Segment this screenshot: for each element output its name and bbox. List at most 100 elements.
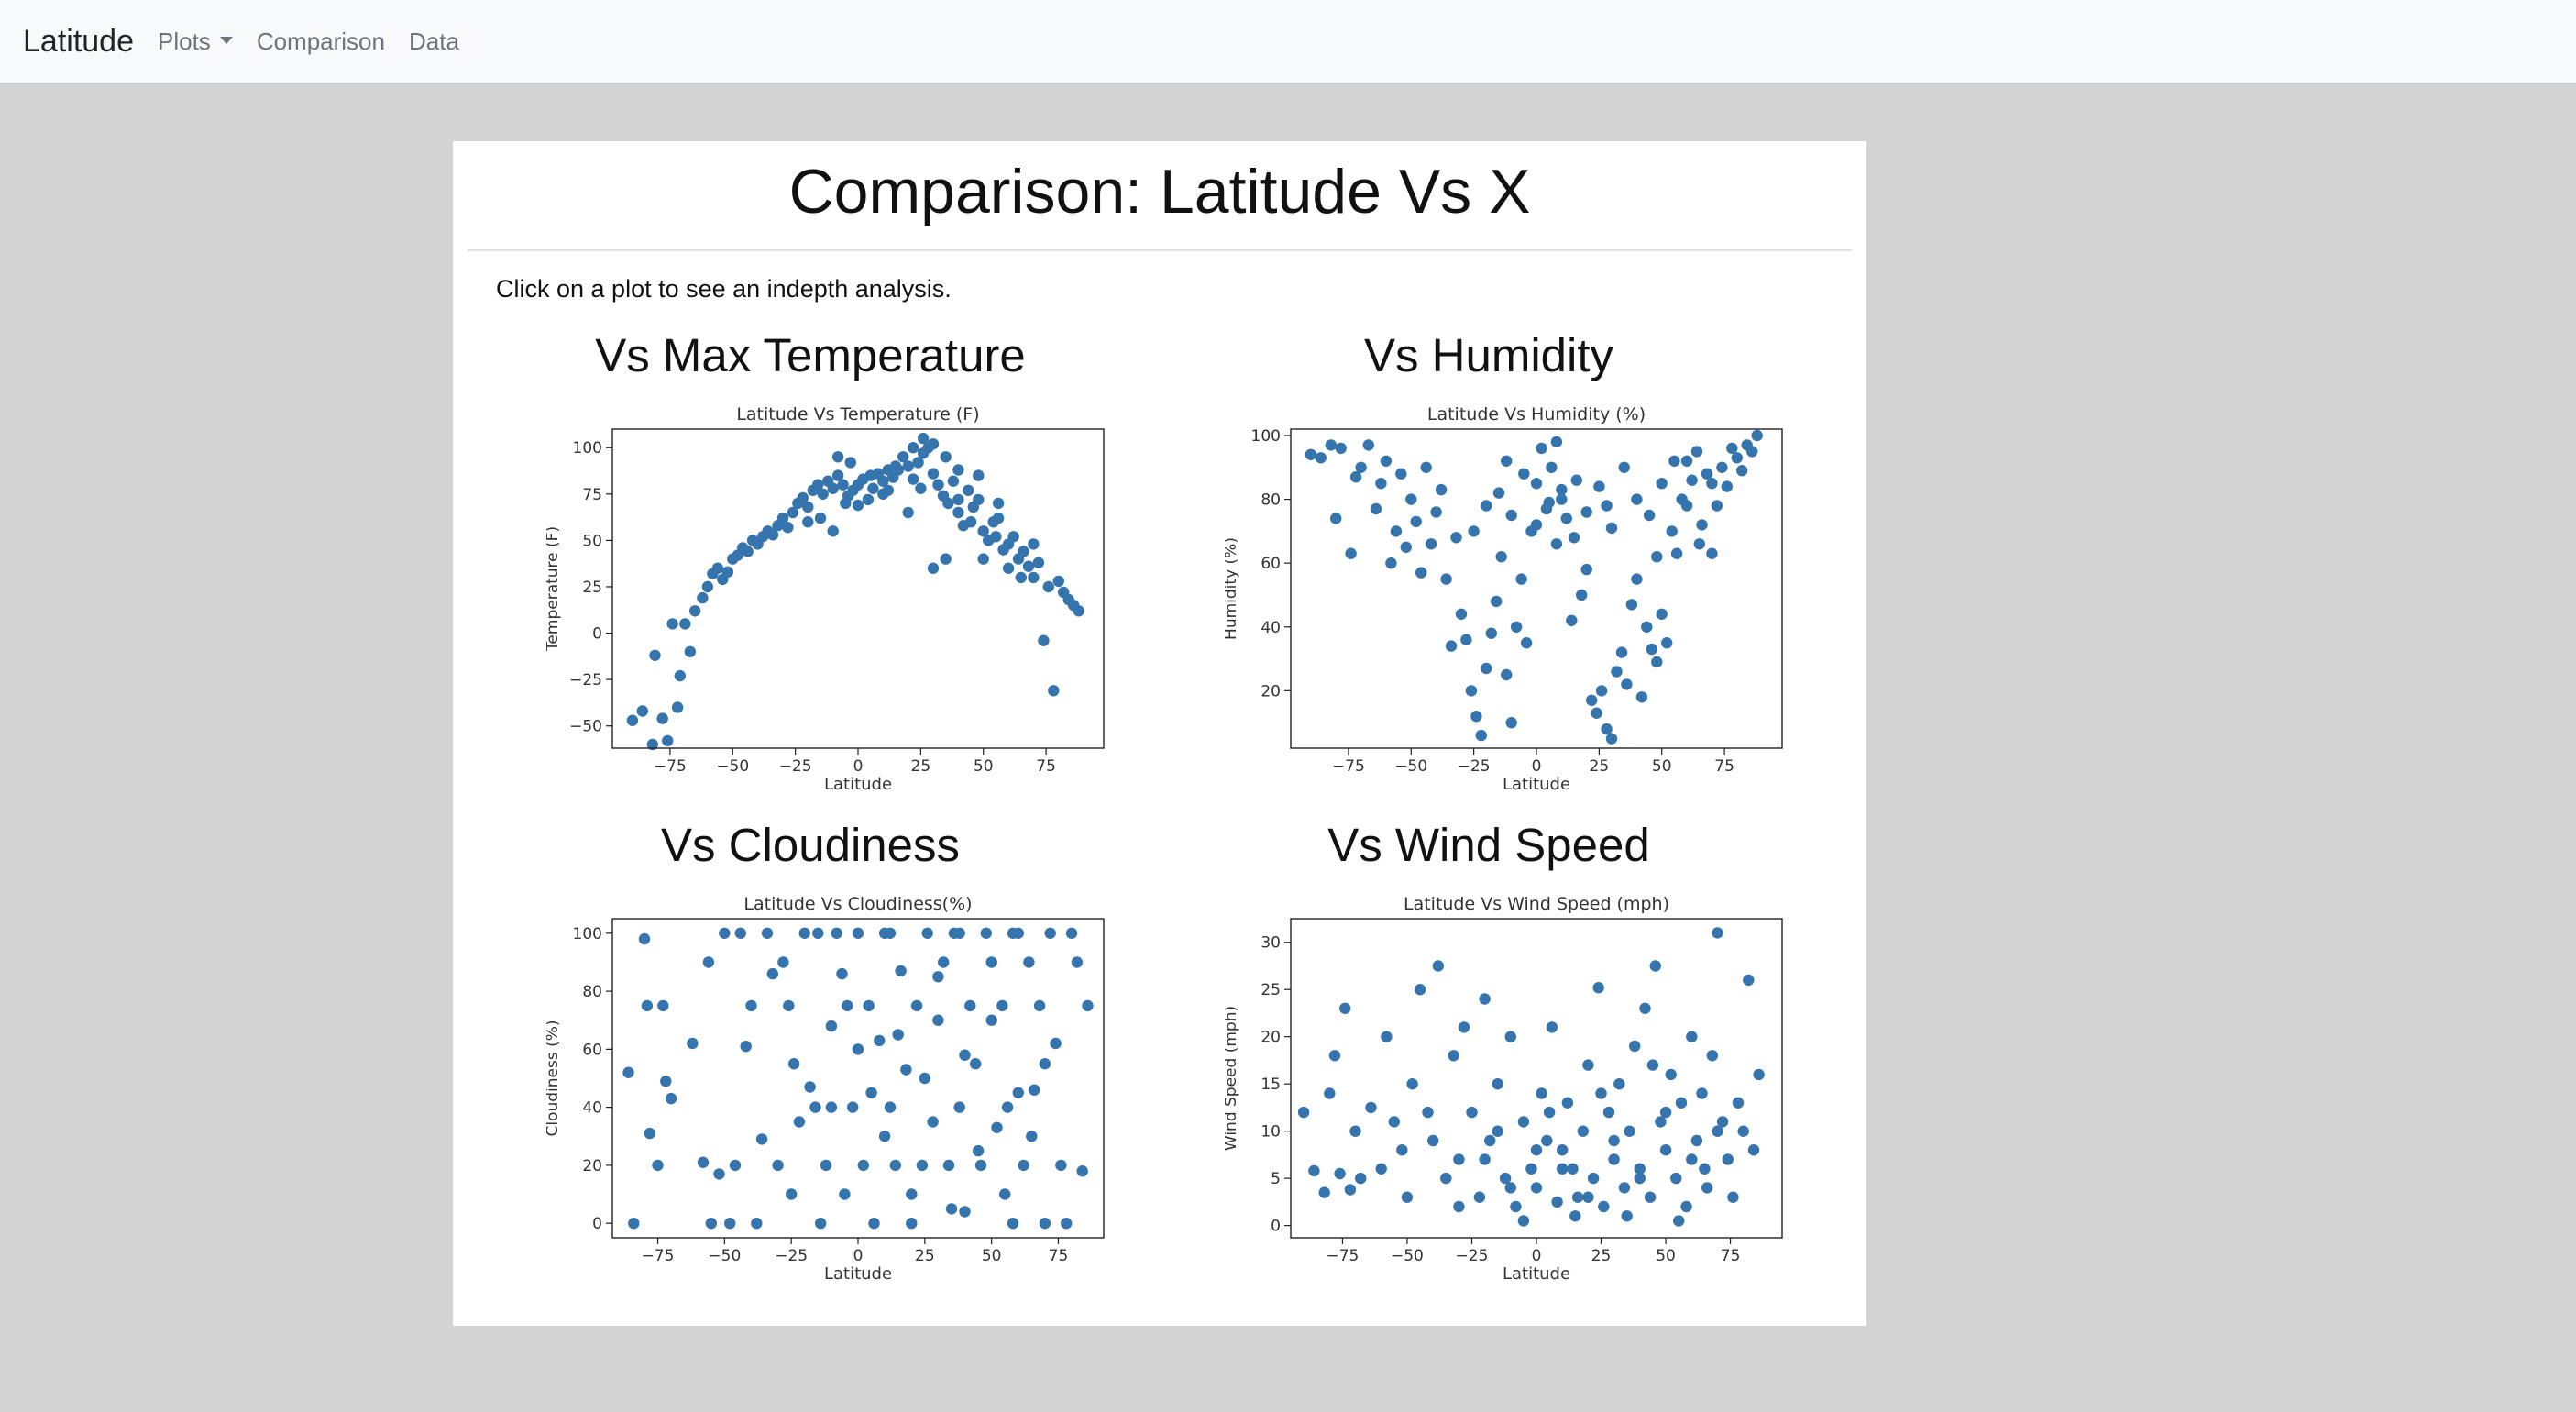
data-point [745, 999, 757, 1012]
data-point [1492, 1078, 1503, 1090]
x-tick-label: 50 [982, 1247, 1002, 1265]
data-point [1388, 1116, 1400, 1128]
data-point [985, 956, 997, 968]
data-point [990, 531, 1002, 543]
data-point [867, 482, 879, 494]
y-tick-label: 5 [1271, 1170, 1281, 1188]
points-group [622, 927, 1094, 1230]
data-point [1305, 448, 1317, 460]
data-point [1501, 668, 1513, 681]
data-point [1587, 1172, 1600, 1185]
y-tick-label: 75 [582, 486, 602, 504]
plot-heading-humidity: Vs Humidity [1363, 329, 1614, 381]
data-point [1381, 1031, 1393, 1042]
data-point [836, 967, 848, 980]
x-tick-label: 0 [853, 757, 864, 776]
points-group [1297, 927, 1765, 1227]
data-point [959, 1206, 971, 1218]
data-point [1042, 580, 1054, 593]
nav-comparison-link[interactable]: Comparison [256, 27, 385, 55]
nav-plots-dropdown[interactable]: Plots [158, 28, 233, 56]
data-point [1680, 500, 1693, 512]
x-tick-label: −75 [1332, 757, 1365, 776]
data-point [1481, 500, 1492, 512]
plot-link-wind-speed[interactable]: Latitude Vs Wind Speed (mph) −75 −50 −25 0 25… [1225, 891, 1793, 1285]
data-point [1406, 1078, 1418, 1090]
nav-data-link[interactable]: Data [408, 27, 459, 55]
data-point [787, 506, 799, 519]
data-point [991, 1121, 1003, 1133]
brand-link[interactable]: Latitude [23, 23, 134, 59]
plot-link-temperature[interactable]: Latitude Vs Temperature (F) −75 −50 −25 0 25 5… [546, 402, 1115, 796]
data-point [964, 999, 976, 1012]
data-point [900, 1064, 912, 1076]
data-point [999, 1188, 1011, 1200]
data-point [1747, 1144, 1760, 1156]
data-point [921, 927, 933, 939]
data-point [1670, 547, 1683, 559]
data-point [772, 1159, 784, 1172]
data-point [892, 1029, 904, 1041]
data-point [1726, 442, 1738, 455]
data-point [1001, 1101, 1014, 1113]
data-point [827, 525, 839, 537]
data-point [1543, 496, 1555, 509]
data-point [910, 999, 923, 1012]
data-point [1505, 717, 1517, 729]
data-point [1525, 1163, 1537, 1175]
data-point [1038, 634, 1050, 646]
data-point [996, 999, 1008, 1012]
data-point [1560, 513, 1572, 524]
data-point [1484, 1134, 1496, 1147]
plot-link-cloudiness[interactable]: Latitude Vs Cloudiness(%) −75 −50 −25 0 25 50 7… [546, 891, 1115, 1285]
data-point [740, 1041, 752, 1053]
data-point [1505, 509, 1517, 522]
data-point [952, 506, 964, 519]
data-point [1370, 502, 1382, 515]
data-point [1601, 500, 1613, 512]
cloudiness-scatter-plot: Latitude Vs Cloudiness(%) −75 −50 −25 0 25 50 7… [546, 894, 1105, 1284]
data-point [687, 1037, 699, 1050]
data-point [636, 705, 648, 717]
x-tick-label: −50 [708, 1247, 741, 1265]
data-point [729, 1159, 742, 1172]
data-point [1608, 1153, 1620, 1165]
y-tick-label: 20 [1260, 1029, 1281, 1047]
data-point [1701, 468, 1713, 480]
data-point [1732, 1097, 1745, 1109]
data-point [1032, 557, 1045, 568]
data-point [1324, 1087, 1336, 1099]
data-point [1580, 563, 1592, 576]
data-point [793, 1116, 806, 1128]
data-point [877, 488, 889, 500]
data-point [831, 927, 842, 939]
data-point [809, 1101, 821, 1113]
x-axis-label: Latitude [1503, 775, 1570, 794]
y-tick-label: 25 [1260, 981, 1281, 999]
data-point [626, 714, 639, 726]
data-point [908, 442, 919, 454]
data-point [1582, 1191, 1594, 1203]
data-point [711, 562, 724, 574]
data-point [1543, 1106, 1556, 1119]
data-point [1643, 509, 1656, 522]
data-point [1706, 1050, 1718, 1062]
x-tick-label: 25 [911, 757, 931, 776]
data-point [1396, 1144, 1408, 1156]
data-point [1615, 646, 1628, 658]
data-point [689, 605, 701, 617]
data-point [812, 479, 824, 491]
plot-block-wind-speed: Vs Wind Speed Latitude Vs Wind Speed (mp… [1150, 818, 1828, 1284]
data-point [1517, 1215, 1530, 1227]
data-point [837, 479, 849, 491]
data-point [1007, 531, 1019, 543]
plot-link-humidity[interactable]: Latitude Vs Humidity (%) −75 −50 −25 0 25 50 75… [1225, 402, 1793, 796]
data-point [1458, 1021, 1470, 1033]
y-tick-label: 20 [1260, 682, 1281, 700]
x-tick-label: −75 [654, 757, 687, 776]
data-point [1401, 1191, 1414, 1203]
data-point [1455, 608, 1468, 620]
data-point [1641, 621, 1653, 633]
data-point [973, 493, 985, 506]
data-point [1716, 1116, 1729, 1128]
